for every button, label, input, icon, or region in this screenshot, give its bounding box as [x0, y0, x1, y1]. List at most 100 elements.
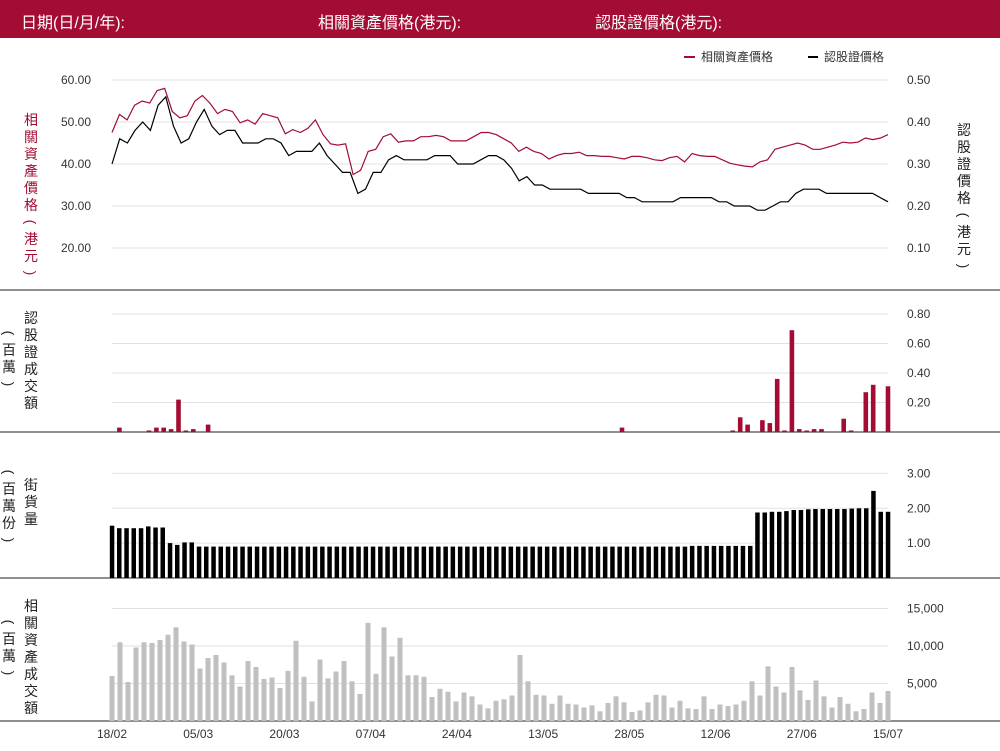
- warrant-turnover-bar: [885, 386, 891, 432]
- x-tick-label: 05/03: [183, 727, 213, 741]
- outstanding-bar: [312, 546, 318, 578]
- outstanding-bar: [878, 511, 883, 578]
- warrant-turnover-bar: [774, 378, 780, 432]
- y-left-axis-label: 關: [24, 129, 38, 145]
- warrant-turnover-bar: [161, 427, 166, 432]
- outstanding-bar: [218, 546, 223, 578]
- y-axis-label: 街: [24, 477, 38, 493]
- asset-turnover-bar: [453, 701, 459, 721]
- asset-turnover-bar: [741, 700, 747, 722]
- outstanding-bar: [835, 509, 840, 578]
- warrant-turnover-bar: [730, 430, 736, 432]
- y-left-axis-label: 港: [24, 231, 38, 247]
- outstanding-bar: [146, 526, 151, 578]
- asset-turnover-bar: [117, 642, 123, 722]
- asset-turnover-bar: [405, 675, 411, 722]
- y-left-tick-label: 20.00: [61, 241, 91, 255]
- asset-turnover-bar: [269, 677, 275, 721]
- outstanding-bar: [160, 527, 165, 578]
- warrant-chart: 相關資產價格 認股證價格 60.0050.0040.0030.0020.000.…: [0, 49, 1000, 741]
- asset-turnover-bar: [477, 704, 483, 721]
- outstanding-bar: [189, 542, 194, 578]
- asset-turnover-bar: [509, 695, 515, 721]
- outstanding-bar: [175, 544, 180, 578]
- date-label: 日期(日/月/年):: [21, 15, 125, 32]
- asset-turnover-bar: [725, 706, 731, 721]
- asset-turnover-bar: [709, 709, 715, 721]
- asset-turnover-bar: [661, 695, 667, 721]
- outstanding-bar: [755, 512, 760, 578]
- y-axis-label: 關: [24, 615, 38, 631]
- y-left-axis-label: 產: [24, 163, 38, 179]
- warrant-turnover-bar: [205, 424, 211, 432]
- y-tick-label: 15,000: [907, 602, 944, 616]
- asset-turnover-bar: [581, 707, 587, 721]
- outstanding-bar: [443, 546, 448, 578]
- asset-turnover-bar: [229, 675, 235, 722]
- y-axis-label: 成: [24, 361, 38, 377]
- outstanding-bar: [254, 546, 260, 578]
- outstanding-bar: [421, 546, 427, 578]
- asset-turnover-bar: [861, 709, 867, 721]
- outstanding-bar: [407, 546, 412, 578]
- asset-turnover-bar: [109, 676, 115, 721]
- outstanding-bar: [697, 545, 702, 578]
- outstanding-bar: [827, 509, 833, 578]
- warrant-turnover-bar: [811, 429, 817, 432]
- asset-turnover-bar: [125, 682, 131, 721]
- asset-turnover-bar: [181, 641, 187, 721]
- outstanding-bar: [131, 528, 136, 578]
- asset-turnover-bar: [629, 712, 635, 721]
- outstanding-bar: [363, 546, 369, 578]
- outstanding-bar: [356, 546, 361, 578]
- asset-turnover-bar: [533, 694, 539, 722]
- outstanding-bar: [544, 546, 550, 578]
- asset-turnover-bar: [325, 678, 331, 722]
- y-axis-label: 股: [24, 327, 38, 343]
- outstanding-bar: [457, 546, 463, 578]
- outstanding-bar: [320, 546, 325, 578]
- outstanding-bar: [871, 490, 876, 578]
- asset-turnover-bar: [829, 707, 835, 721]
- asset-turnover-bar: [565, 703, 571, 722]
- warrant-turnover-bar: [168, 429, 174, 432]
- y-right-axis-label: 價: [957, 173, 971, 189]
- warrant-turnover-bar: [176, 399, 181, 432]
- asset-turnover-bar: [781, 692, 787, 721]
- warrant-turnover-bar: [767, 423, 773, 432]
- outstanding-bar: [378, 546, 383, 578]
- outstanding-bar: [450, 546, 456, 578]
- warrant-turnover-bar: [841, 418, 846, 432]
- asset-turnover-bar: [789, 667, 795, 721]
- warrant-turnover-bar: [863, 392, 869, 432]
- asset-turnover-bar: [677, 700, 683, 722]
- y-right-axis-label: 股: [957, 139, 971, 155]
- y-right-axis-label: 格: [957, 190, 971, 206]
- warrant-turnover-bar: [183, 430, 189, 432]
- asset-turnover-bar: [277, 688, 283, 721]
- warrant-turnover-bar: [870, 384, 876, 432]
- outstanding-bar: [631, 546, 637, 578]
- asset-turnover-bar: [381, 627, 387, 722]
- y-axis-label-unit: 萬: [2, 648, 16, 664]
- outstanding-bar: [718, 545, 724, 578]
- asset-turnover-bar: [429, 697, 435, 721]
- asset-turnover-bar: [309, 701, 315, 721]
- outstanding-bar: [370, 546, 376, 578]
- asset-turnover-bar: [813, 680, 819, 721]
- asset-turnover-bar: [549, 703, 555, 722]
- outstanding-bar: [494, 546, 499, 578]
- warrant-turnover-bar: [797, 429, 802, 432]
- asset-turnover-bar: [341, 661, 347, 721]
- y-axis-label: 認: [24, 310, 38, 326]
- outstanding-bar: [167, 543, 173, 578]
- asset-turnover-bar: [245, 661, 251, 721]
- y-left-axis-label: ): [23, 271, 39, 276]
- asset-turnover-bar: [469, 696, 475, 722]
- y-axis-label-unit: 百: [2, 481, 16, 497]
- warrant-turnover-bar: [117, 427, 122, 432]
- x-tick-label: 20/03: [269, 727, 299, 741]
- legend-warrant-label: 認股證價格: [824, 49, 884, 64]
- asset-turnover-bar: [877, 703, 883, 721]
- warrant-turnover-bar: [789, 330, 795, 432]
